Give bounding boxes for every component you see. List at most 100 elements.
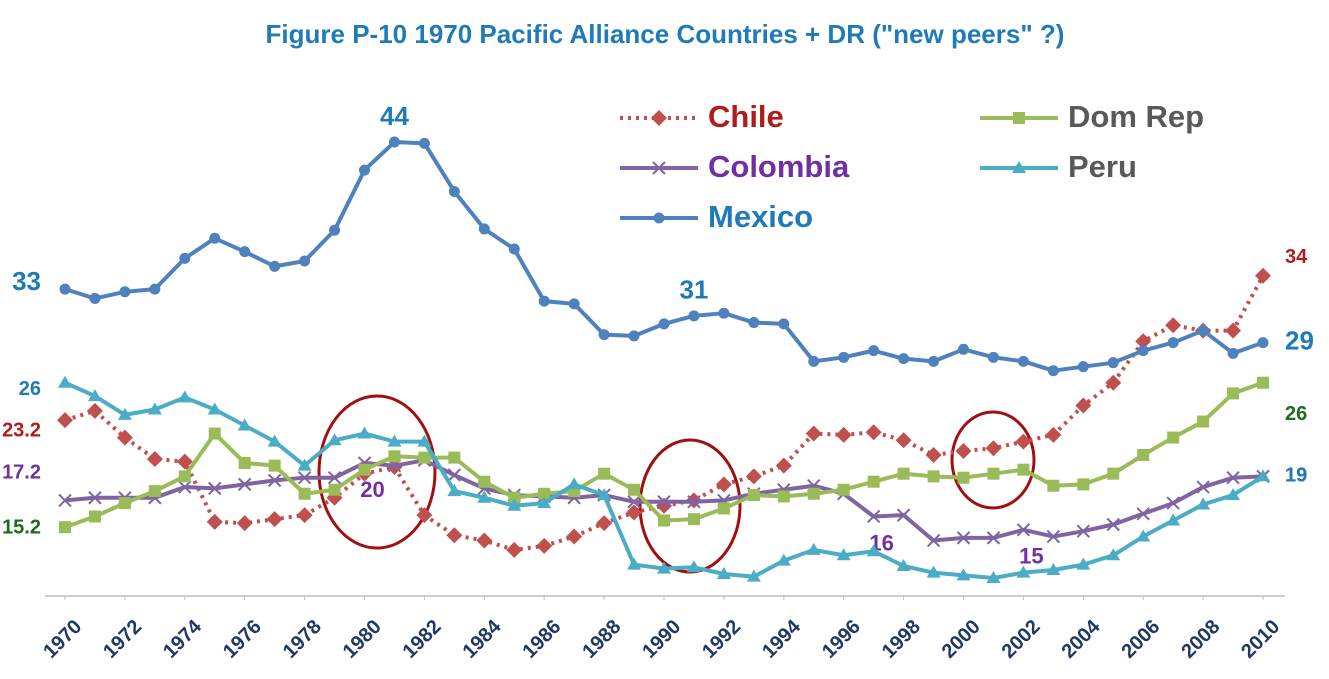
data-label: 15.2	[2, 516, 41, 538]
marker	[1257, 337, 1269, 349]
marker	[59, 521, 71, 534]
marker	[267, 434, 282, 447]
marker	[537, 496, 552, 509]
x-tick-label: 1984	[459, 615, 507, 663]
marker	[747, 489, 760, 502]
data-label: 23.2	[2, 419, 41, 441]
annotation-circle	[950, 410, 1036, 510]
marker	[239, 246, 251, 258]
data-label: 26	[1285, 403, 1307, 425]
marker	[538, 487, 551, 500]
annotation-circles	[317, 394, 1036, 574]
marker	[1107, 357, 1119, 369]
marker	[388, 450, 401, 463]
x-tick-label: 1996	[818, 616, 865, 663]
marker	[538, 295, 550, 307]
marker	[686, 560, 701, 573]
marker	[716, 566, 731, 579]
marker	[1226, 488, 1241, 501]
marker	[658, 318, 670, 330]
marker	[148, 485, 161, 498]
data-label: 19	[1285, 465, 1307, 487]
marker	[657, 495, 671, 509]
marker	[236, 515, 253, 532]
x-tick-label: 2000	[938, 616, 985, 663]
marker	[805, 425, 822, 442]
x-tick-label: 1972	[99, 616, 146, 663]
marker	[88, 491, 102, 505]
marker	[628, 330, 640, 342]
marker	[418, 451, 431, 464]
marker	[328, 483, 341, 496]
marker	[357, 426, 372, 439]
x-tick-label: 2008	[1177, 616, 1224, 663]
legend-label: Colombia	[708, 149, 850, 184]
marker	[1196, 497, 1211, 510]
marker	[388, 136, 400, 148]
marker	[898, 353, 910, 365]
marker	[117, 407, 132, 420]
x-tick-label: 1988	[578, 616, 625, 663]
legend-label: Dom Rep	[1068, 99, 1204, 134]
marker	[1256, 469, 1270, 482]
marker	[1225, 322, 1242, 339]
marker	[867, 475, 880, 488]
marker	[178, 480, 192, 494]
legend-marker	[652, 161, 666, 175]
marker	[1077, 361, 1089, 373]
marker	[1197, 415, 1210, 428]
marker	[1077, 478, 1090, 491]
chart-title: Figure P-10 1970 Pacific Alliance Countr…	[266, 19, 1065, 49]
marker	[446, 527, 463, 544]
marker	[956, 568, 971, 581]
marker	[986, 531, 1001, 545]
marker	[269, 260, 281, 272]
legend-marker	[1013, 112, 1025, 124]
marker	[536, 537, 553, 554]
marker	[178, 470, 191, 483]
marker	[327, 470, 342, 485]
marker	[657, 561, 671, 574]
marker	[297, 470, 312, 485]
marker	[776, 553, 791, 566]
marker	[59, 283, 71, 295]
marker	[626, 504, 643, 521]
marker	[955, 442, 972, 459]
marker	[1076, 524, 1091, 538]
legend-marker	[651, 110, 667, 126]
data-label: 31	[679, 275, 708, 305]
annotation-circle	[317, 394, 437, 550]
marker	[478, 475, 491, 488]
marker	[957, 471, 970, 484]
marker	[508, 491, 521, 504]
marker	[808, 355, 820, 367]
data-label: 19	[1285, 465, 1307, 487]
marker	[897, 467, 910, 480]
marker	[987, 351, 999, 363]
marker	[927, 470, 940, 483]
marker	[1046, 529, 1061, 544]
marker	[628, 483, 641, 496]
marker	[806, 542, 821, 555]
marker	[658, 514, 670, 527]
marker	[596, 515, 613, 532]
marker	[297, 458, 312, 471]
marker	[177, 390, 192, 403]
marker	[1105, 374, 1122, 391]
marker	[506, 541, 523, 558]
marker	[1257, 376, 1269, 389]
marker	[865, 424, 882, 441]
x-tick-label: 1976	[219, 616, 266, 663]
marker	[1136, 529, 1151, 542]
x-tick-label: 1990	[638, 616, 685, 663]
marker	[748, 317, 760, 329]
marker	[597, 488, 612, 501]
marker	[1165, 317, 1182, 334]
data-label: 15	[1019, 544, 1043, 569]
marker	[58, 375, 72, 388]
marker	[447, 468, 462, 482]
marker	[387, 434, 402, 447]
marker	[958, 343, 969, 355]
marker	[118, 497, 131, 510]
marker	[1016, 565, 1031, 578]
